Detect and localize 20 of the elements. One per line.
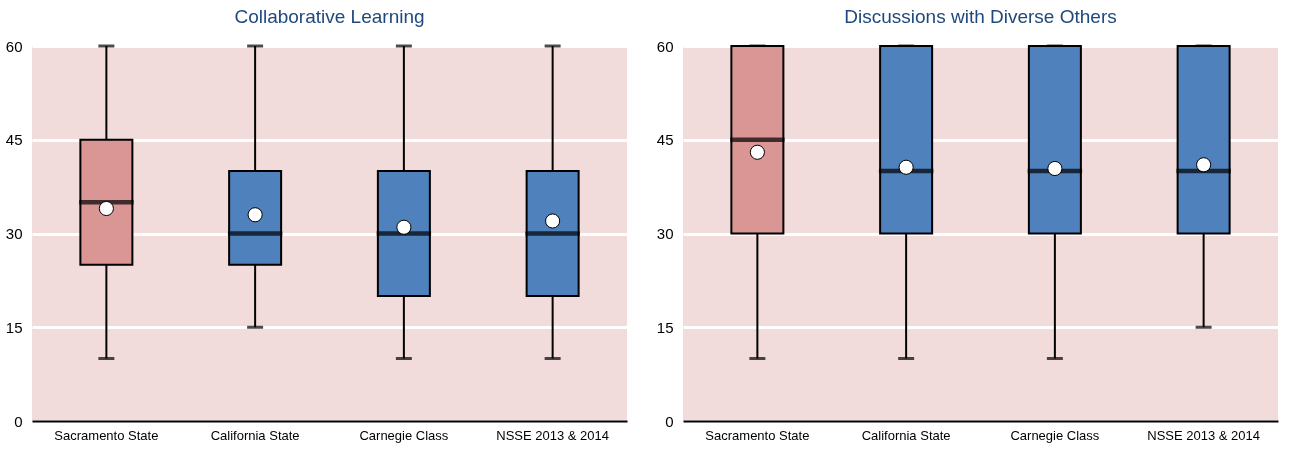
y-tick-label: 45 (5, 131, 23, 149)
y-tick-label: 30 (5, 225, 23, 242)
chart-title: Collaborative Learning (234, 6, 425, 27)
y-tick-label: 15 (656, 318, 674, 336)
x-tick-label: Carnegie Class (1010, 427, 1100, 443)
x-tick-label: Carnegie Class (359, 427, 449, 443)
x-tick-label: NSSE 2013 & 2014 (1147, 427, 1260, 443)
y-tick-label: 60 (5, 37, 23, 55)
y-tick-label: 45 (656, 131, 674, 149)
x-tick-label: California State (210, 427, 300, 443)
x-tick-label: California State (861, 427, 951, 443)
x-tick-label: NSSE 2013 & 2014 (496, 427, 609, 443)
x-tick-label: Sacramento State (54, 427, 159, 443)
y-tick-label: 60 (656, 37, 674, 55)
y-tick-label: 15 (5, 318, 23, 336)
x-tick-label: Sacramento State (705, 427, 810, 443)
y-tick-label: 30 (656, 225, 674, 242)
y-tick-label: 0 (14, 412, 23, 430)
chart-title: Discussions with Diverse Others (844, 6, 1117, 27)
y-tick-label: 0 (665, 412, 674, 430)
